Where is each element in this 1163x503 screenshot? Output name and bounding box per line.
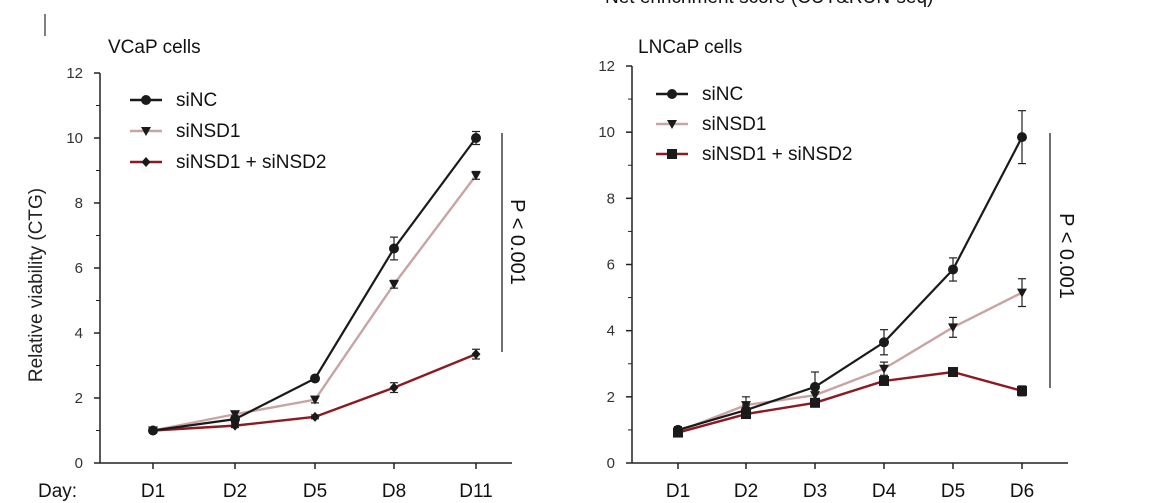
lncap-pvalue: P < 0.001 bbox=[1055, 213, 1077, 299]
lncap-data-point bbox=[879, 364, 889, 374]
lncap-series-sinsd1-sinsd2 bbox=[673, 367, 1027, 438]
lncap-data-point bbox=[741, 405, 751, 416]
lncap-axes bbox=[631, 66, 1068, 464]
lncap-series-line bbox=[677, 370, 1023, 434]
vcap-data-point bbox=[310, 373, 320, 384]
lncap-data-point bbox=[948, 367, 958, 378]
lncap-xtick-label: D4 bbox=[872, 481, 897, 502]
lncap-legend: siNC siNSD1 siNSD1 + siNSD2 bbox=[656, 84, 852, 165]
vcap-data-point bbox=[148, 425, 158, 436]
lncap-ytick-label: 12 bbox=[598, 58, 615, 75]
lncap-xtick-label: D3 bbox=[803, 481, 827, 502]
vcap-data-point bbox=[230, 414, 240, 425]
vcap-legend-label: siNSD1 + siNSD2 bbox=[176, 152, 326, 173]
vcap-ytick-label: 0 bbox=[75, 455, 83, 472]
vcap-legend-marker bbox=[141, 95, 151, 105]
lncap-data-point bbox=[1017, 132, 1027, 143]
vcap-data-point bbox=[389, 280, 399, 290]
lncap-legend-label: siNC bbox=[702, 84, 743, 105]
lncap-ytick-label: 2 bbox=[607, 389, 615, 406]
vcap-data-point bbox=[471, 171, 481, 181]
lncap-legend-label: siNSD1 + siNSD2 bbox=[702, 144, 852, 165]
vcap-series-sinsd1 bbox=[148, 170, 481, 436]
vcap-title: VCaP cells bbox=[108, 37, 201, 58]
lncap-data-point bbox=[1017, 288, 1027, 298]
lncap-data-point bbox=[948, 323, 958, 333]
vcap-legend-marker bbox=[141, 127, 151, 136]
lncap-ytick-label: 10 bbox=[598, 124, 615, 141]
y-axis-label: Relative viability (CTG) bbox=[26, 188, 47, 382]
lncap-data-point bbox=[879, 375, 889, 386]
lncap-series-line bbox=[677, 136, 1023, 431]
lncap-series-sinsd1 bbox=[673, 278, 1027, 437]
lncap-legend-marker bbox=[667, 120, 677, 129]
lncap-legend-label: siNSD1 bbox=[702, 114, 766, 135]
vcap-data-point bbox=[310, 395, 320, 405]
day-label: Day: bbox=[38, 481, 77, 502]
vcap-xtick-label: D5 bbox=[303, 481, 327, 502]
lncap-data-point bbox=[810, 381, 820, 392]
lncap-ytick-label: 8 bbox=[607, 190, 615, 207]
lncap-data-point bbox=[879, 337, 889, 348]
lncap-ytick-label: 0 bbox=[607, 455, 615, 472]
lncap-ytick-label: 4 bbox=[607, 323, 615, 340]
vcap-series-line bbox=[152, 174, 477, 432]
lncap-legend-marker bbox=[667, 149, 677, 159]
vcap-legend-label: siNSD1 bbox=[176, 121, 240, 142]
lncap-data-point bbox=[1017, 385, 1027, 396]
vcap-xtick-label: D8 bbox=[382, 481, 406, 502]
vcap-data-point bbox=[389, 243, 399, 254]
lncap-xtick-label: D6 bbox=[1010, 481, 1034, 502]
vcap-xtick-label: D11 bbox=[459, 481, 492, 502]
vcap-ytick-label: 2 bbox=[75, 390, 83, 407]
vcap-legend-marker bbox=[141, 157, 151, 167]
clipped-header-text: Net enrichment score (CUT&RUN-seq) bbox=[605, 0, 933, 8]
lncap-xtick-label: D1 bbox=[666, 481, 690, 502]
lncap-xtick-label: D5 bbox=[941, 481, 965, 502]
vcap-data-point bbox=[310, 411, 320, 422]
lncap-series-sinc bbox=[673, 110, 1027, 435]
vcap-legend: siNC siNSD1 siNSD1 + siNSD2 bbox=[130, 90, 326, 173]
lncap-legend-marker bbox=[667, 89, 677, 99]
lncap-title: LNCaP cells bbox=[638, 37, 742, 58]
lncap-data-point bbox=[810, 397, 820, 408]
vcap-ytick-label: 6 bbox=[75, 260, 83, 277]
vcap-data-point bbox=[389, 382, 399, 393]
lncap-xtick-label: D2 bbox=[734, 481, 758, 502]
lncap-series-line bbox=[677, 291, 1023, 433]
vcap-data-point bbox=[471, 349, 481, 360]
vcap-ytick-label: 12 bbox=[66, 65, 83, 82]
vcap-series-sinc bbox=[148, 130, 481, 436]
vcap-xtick-label: D1 bbox=[141, 481, 165, 502]
vcap-data-point bbox=[471, 133, 481, 143]
lncap-data-point bbox=[948, 264, 958, 275]
vcap-pvalue: P < 0.001 bbox=[506, 199, 528, 285]
lncap-data-point bbox=[673, 424, 683, 435]
vcap-ytick-label: 8 bbox=[75, 195, 83, 212]
vcap-ytick-label: 10 bbox=[66, 130, 83, 147]
vcap-legend-label: siNC bbox=[176, 90, 217, 111]
lncap-ytick-label: 6 bbox=[607, 257, 615, 274]
vcap-xtick-label: D2 bbox=[223, 481, 247, 502]
vcap-ytick-label: 4 bbox=[75, 325, 83, 342]
vcap-series-line bbox=[152, 137, 477, 432]
